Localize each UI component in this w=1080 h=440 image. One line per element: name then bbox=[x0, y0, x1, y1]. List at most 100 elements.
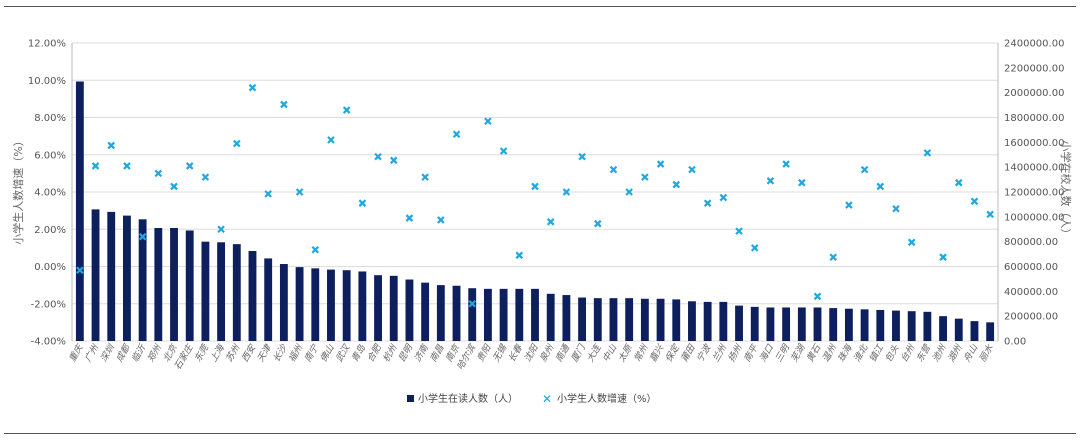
growth-marker[interactable] bbox=[766, 177, 775, 185]
growth-marker[interactable] bbox=[735, 227, 743, 235]
growth-marker[interactable] bbox=[923, 149, 932, 157]
growth-marker[interactable] bbox=[295, 188, 304, 196]
bar[interactable] bbox=[750, 306, 759, 341]
growth-marker[interactable] bbox=[907, 238, 916, 247]
growth-marker[interactable] bbox=[939, 253, 947, 261]
growth-marker[interactable] bbox=[421, 173, 429, 181]
growth-marker[interactable] bbox=[845, 201, 853, 209]
bar[interactable] bbox=[813, 307, 822, 341]
growth-marker[interactable] bbox=[656, 160, 665, 168]
bar[interactable] bbox=[358, 271, 367, 341]
bar[interactable] bbox=[515, 288, 524, 341]
bar[interactable] bbox=[954, 318, 963, 341]
bar[interactable] bbox=[593, 298, 602, 341]
bar[interactable] bbox=[279, 264, 288, 341]
growth-marker[interactable] bbox=[201, 173, 210, 181]
growth-marker[interactable] bbox=[327, 136, 335, 144]
growth-marker[interactable] bbox=[358, 199, 367, 207]
bar[interactable] bbox=[766, 307, 775, 341]
bar[interactable] bbox=[342, 270, 351, 341]
bar[interactable] bbox=[609, 298, 618, 341]
growth-marker[interactable] bbox=[248, 83, 257, 92]
bar[interactable] bbox=[468, 288, 477, 341]
bar[interactable] bbox=[327, 269, 335, 341]
growth-marker[interactable] bbox=[641, 173, 649, 181]
growth-marker[interactable] bbox=[311, 245, 320, 254]
bar[interactable] bbox=[91, 209, 100, 341]
growth-marker[interactable] bbox=[829, 253, 837, 261]
bar[interactable] bbox=[562, 295, 571, 341]
growth-marker[interactable] bbox=[123, 162, 131, 170]
bar[interactable] bbox=[640, 298, 649, 341]
bar[interactable] bbox=[264, 258, 273, 341]
bar[interactable] bbox=[735, 305, 743, 341]
bar[interactable] bbox=[436, 285, 445, 341]
growth-marker[interactable] bbox=[107, 141, 116, 150]
growth-marker[interactable] bbox=[531, 182, 539, 191]
bar[interactable] bbox=[844, 308, 853, 341]
growth-marker[interactable] bbox=[782, 160, 790, 168]
bar[interactable] bbox=[546, 293, 555, 341]
growth-marker[interactable] bbox=[594, 219, 602, 228]
bar[interactable] bbox=[625, 298, 634, 341]
growth-marker[interactable] bbox=[170, 182, 178, 191]
growth-marker[interactable] bbox=[264, 190, 272, 198]
growth-marker[interactable] bbox=[280, 100, 288, 109]
growth-marker[interactable] bbox=[546, 218, 555, 226]
growth-marker[interactable] bbox=[484, 117, 492, 126]
bar[interactable] bbox=[986, 322, 995, 341]
growth-marker[interactable] bbox=[342, 106, 351, 114]
bar[interactable] bbox=[138, 219, 147, 341]
growth-marker[interactable] bbox=[452, 130, 461, 139]
bar[interactable] bbox=[452, 285, 461, 341]
growth-marker[interactable] bbox=[860, 165, 869, 174]
growth-marker[interactable] bbox=[813, 292, 822, 301]
bar[interactable] bbox=[374, 275, 382, 341]
bar[interactable] bbox=[578, 297, 587, 341]
growth-marker[interactable] bbox=[876, 182, 885, 191]
bar[interactable] bbox=[970, 321, 979, 341]
bar[interactable] bbox=[217, 242, 226, 341]
growth-marker[interactable] bbox=[892, 204, 900, 213]
growth-marker[interactable] bbox=[76, 266, 84, 275]
bar[interactable] bbox=[719, 301, 728, 341]
bar[interactable] bbox=[672, 299, 681, 341]
bar[interactable] bbox=[154, 228, 163, 341]
bar[interactable] bbox=[923, 311, 932, 341]
growth-marker[interactable] bbox=[217, 225, 225, 234]
bar[interactable] bbox=[782, 307, 791, 341]
growth-marker[interactable] bbox=[437, 216, 445, 224]
bar[interactable] bbox=[311, 268, 320, 341]
growth-marker[interactable] bbox=[374, 152, 382, 161]
growth-marker[interactable] bbox=[468, 299, 476, 308]
growth-marker[interactable] bbox=[672, 180, 681, 189]
bar[interactable] bbox=[499, 288, 508, 341]
bar[interactable] bbox=[483, 288, 492, 341]
bar[interactable] bbox=[201, 241, 210, 341]
bar[interactable] bbox=[531, 288, 539, 341]
bar[interactable] bbox=[248, 250, 257, 341]
growth-marker[interactable] bbox=[954, 178, 963, 187]
bar[interactable] bbox=[876, 309, 885, 341]
bar[interactable] bbox=[75, 81, 84, 341]
bar[interactable] bbox=[907, 311, 916, 341]
bar[interactable] bbox=[295, 267, 304, 341]
growth-marker[interactable] bbox=[389, 156, 398, 165]
growth-marker[interactable] bbox=[154, 169, 163, 178]
growth-marker[interactable] bbox=[625, 188, 633, 196]
bar[interactable] bbox=[170, 228, 178, 341]
growth-marker[interactable] bbox=[986, 210, 994, 219]
growth-marker[interactable] bbox=[91, 162, 100, 170]
bar[interactable] bbox=[860, 309, 869, 341]
bar[interactable] bbox=[703, 301, 712, 341]
growth-marker[interactable] bbox=[138, 232, 147, 241]
bar[interactable] bbox=[123, 215, 131, 341]
bar[interactable] bbox=[232, 244, 241, 341]
bar[interactable] bbox=[829, 308, 838, 341]
growth-marker[interactable] bbox=[719, 193, 728, 202]
bar[interactable] bbox=[107, 211, 116, 341]
bar[interactable] bbox=[688, 301, 696, 341]
growth-marker[interactable] bbox=[562, 188, 571, 196]
growth-marker[interactable] bbox=[688, 165, 696, 174]
bar[interactable] bbox=[389, 275, 398, 341]
